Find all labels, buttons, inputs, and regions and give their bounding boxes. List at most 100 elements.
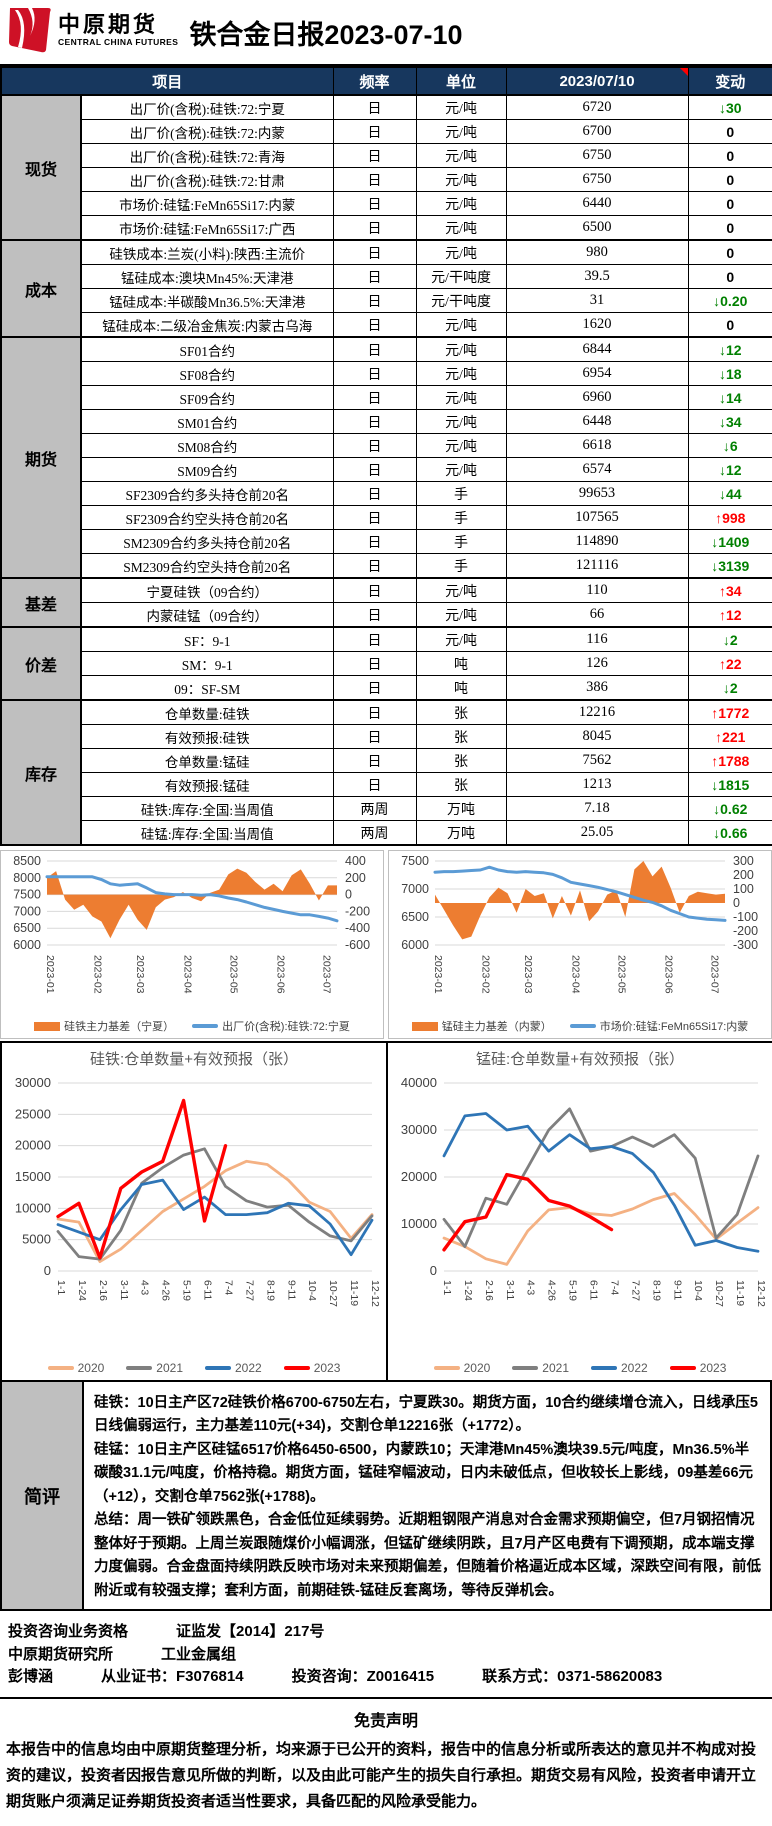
frequency-cell: 日 — [332, 433, 417, 458]
unit-cell: 张 — [415, 724, 507, 749]
frequency-cell: 日 — [332, 264, 417, 289]
item-cell: SM：9-1 — [80, 651, 334, 676]
change-cell: ↑22 — [687, 651, 772, 676]
table-row: 09：SF-SM 日吨 386 ↓2 — [1, 675, 772, 701]
legend-item: 2022 — [205, 1361, 262, 1375]
value-cell: 7.18 — [505, 796, 689, 821]
value-cell: 116 — [505, 626, 689, 652]
svg-text:8-19: 8-19 — [264, 1280, 276, 1301]
summary-lead: 硅铁： — [94, 1395, 138, 1411]
svg-text:5000: 5000 — [22, 1232, 51, 1247]
svg-text:6-11: 6-11 — [588, 1280, 600, 1300]
change-cell: 0 — [687, 215, 772, 241]
change-cell: ↑998 — [687, 505, 772, 530]
svg-text:0: 0 — [430, 1263, 437, 1278]
item-cell: SF2309合约空头持仓前20名 — [80, 505, 334, 530]
svg-text:2023-01: 2023-01 — [432, 955, 444, 994]
company-logo: 中原期货 CENTRAL CHINA FUTURES — [8, 6, 178, 54]
summary-lead: 硅锰： — [94, 1441, 138, 1458]
svg-text:1-24: 1-24 — [462, 1280, 474, 1301]
item-cell: 硅铁成本:兰炭(小料):陕西:主流价 — [80, 239, 334, 265]
summary-text: 周一铁矿领跌黑色，合金低位延续弱势。近期粗钢限产消息对合金需求预期偏空，但7月钢… — [94, 1512, 761, 1599]
frequency-cell: 日 — [332, 481, 417, 506]
svg-text:6000: 6000 — [13, 938, 41, 952]
daily-data-table: 项目 频率 单位 2023/07/10 变动 现货 出厂价(含税):硅铁:72:宁… — [0, 66, 772, 846]
svg-text:10000: 10000 — [401, 1216, 437, 1231]
unit-cell: 元/吨 — [415, 433, 507, 458]
item-cell: 锰硅成本:半碳酸Mn36.5%:天津港 — [80, 288, 334, 313]
frequency-cell: 日 — [332, 505, 417, 530]
cell-note-marker — [679, 68, 688, 76]
legend-label: 2023 — [313, 1361, 341, 1375]
legend-label: 出厂价(含税):硅铁:72:宁夏 — [222, 1021, 350, 1033]
col-header-date: 2023/07/10 — [505, 66, 689, 96]
svg-text:10-4: 10-4 — [306, 1280, 318, 1301]
change-cell: 0 — [687, 191, 772, 216]
unit-cell: 元/吨 — [415, 143, 507, 168]
legend-item: 出厂价(含税):硅铁:72:宁夏 — [192, 1018, 350, 1034]
table-row: 市场价:硅锰:FeMn65Si17:内蒙日元/吨 6440 0 — [1, 191, 772, 216]
footer-credentials: 投资咨询业务资格 证监发【2014】217号 中原期货研究所 工业金属组 彭博涵 从业证书… — [0, 1611, 772, 1693]
legend-item: 2023 — [669, 1361, 726, 1375]
value-cell: 6750 — [505, 143, 689, 168]
value-cell: 1620 — [505, 312, 689, 338]
sf-warrants-legend: 2020 2021 2022 2023 — [2, 1356, 386, 1380]
footer-segment: 投资咨询：Z0016415 — [291, 1668, 435, 1686]
value-cell: 6574 — [505, 457, 689, 482]
unit-cell: 张 — [415, 748, 507, 773]
sf-warrants-chart: 30000 25000 20000 15000 10000 5000 0 1-1 1-24 2-1… — [15, 1075, 381, 1307]
value-cell: 110 — [505, 577, 689, 603]
chart-panel-sm-basis: 7500 7000 6500 6000 300 200 100 0 -100 -200 -300 20… — [388, 850, 772, 1039]
change-cell: ↓0.20 — [687, 288, 772, 313]
unit-cell: 张 — [415, 772, 507, 797]
item-cell: 仓单数量:锰硅 — [80, 748, 334, 773]
frequency-cell: 日 — [332, 239, 417, 265]
svg-text:200: 200 — [733, 868, 754, 882]
frequency-cell: 日 — [332, 699, 417, 725]
legend-label: 2020 — [77, 1361, 105, 1375]
svg-text:2023-02: 2023-02 — [479, 955, 491, 994]
frequency-cell: 日 — [332, 288, 417, 313]
svg-text:8-19: 8-19 — [650, 1280, 662, 1301]
unit-cell: 元/干吨度 — [415, 264, 507, 289]
legend-item: 2020 — [433, 1361, 491, 1375]
sm-warrants-chart: 40000 30000 20000 10000 0 1-1 1-24 2-16 3-11 4-3 4… — [401, 1075, 767, 1307]
svg-text:6500: 6500 — [13, 921, 41, 935]
item-cell: 市场价:硅锰:FeMn65Si17:内蒙 — [80, 191, 334, 216]
table-row: 锰硅成本:澳块Mn45%:天津港日元/干吨度 39.5 0 — [1, 264, 772, 289]
unit-cell: 手 — [415, 505, 507, 530]
change-cell: ↑1772 — [687, 699, 772, 725]
svg-text:12-12: 12-12 — [369, 1280, 381, 1307]
svg-text:6-11: 6-11 — [202, 1280, 214, 1300]
svg-text:11-19: 11-19 — [734, 1280, 746, 1306]
footer-segment: 投资咨询业务资格 — [8, 1623, 129, 1641]
change-cell: ↑34 — [687, 577, 772, 603]
summary-paragraph: 总结：周一铁矿领跌黑色，合金低位延续弱势。近期粗钢限产消息对合金需求预期偏空，但… — [94, 1509, 762, 1603]
svg-text:2-16: 2-16 — [97, 1280, 109, 1301]
svg-text:3-11: 3-11 — [118, 1280, 130, 1300]
legend-label: 硅铁主力基差（宁夏） — [64, 1021, 175, 1033]
sf-warrants-chart-title: 硅铁:仓单数量+有效预报（张） — [90, 1051, 298, 1068]
legend-swatch — [569, 1024, 596, 1028]
change-cell: ↓44 — [687, 481, 772, 506]
item-cell: 仓单数量:硅铁 — [80, 699, 334, 725]
svg-text:7000: 7000 — [13, 904, 41, 918]
unit-cell: 元/吨 — [415, 191, 507, 216]
legend-label: 2020 — [463, 1361, 491, 1375]
table-row: SF08合约日元/吨 6954 ↓18 — [1, 361, 772, 386]
unit-cell: 元/吨 — [415, 577, 507, 603]
frequency-cell: 日 — [332, 772, 417, 797]
table-row: SM2309合约多头持仓前20名日手 114890 ↓1409 — [1, 529, 772, 554]
brand-name-cn: 中原期货 — [58, 11, 159, 37]
group-label: 成本 — [0, 239, 82, 338]
svg-text:12-12: 12-12 — [755, 1280, 767, 1307]
table-row: SM09合约日元/吨 6574 ↓12 — [1, 457, 772, 482]
value-cell: 31 — [505, 288, 689, 313]
frequency-cell: 日 — [332, 143, 417, 168]
svg-text:7-4: 7-4 — [222, 1280, 234, 1295]
svg-text:1-24: 1-24 — [76, 1280, 88, 1301]
svg-text:5-19: 5-19 — [567, 1280, 579, 1301]
svg-text:25000: 25000 — [15, 1106, 51, 1121]
col-header-frequency: 频率 — [332, 66, 417, 96]
